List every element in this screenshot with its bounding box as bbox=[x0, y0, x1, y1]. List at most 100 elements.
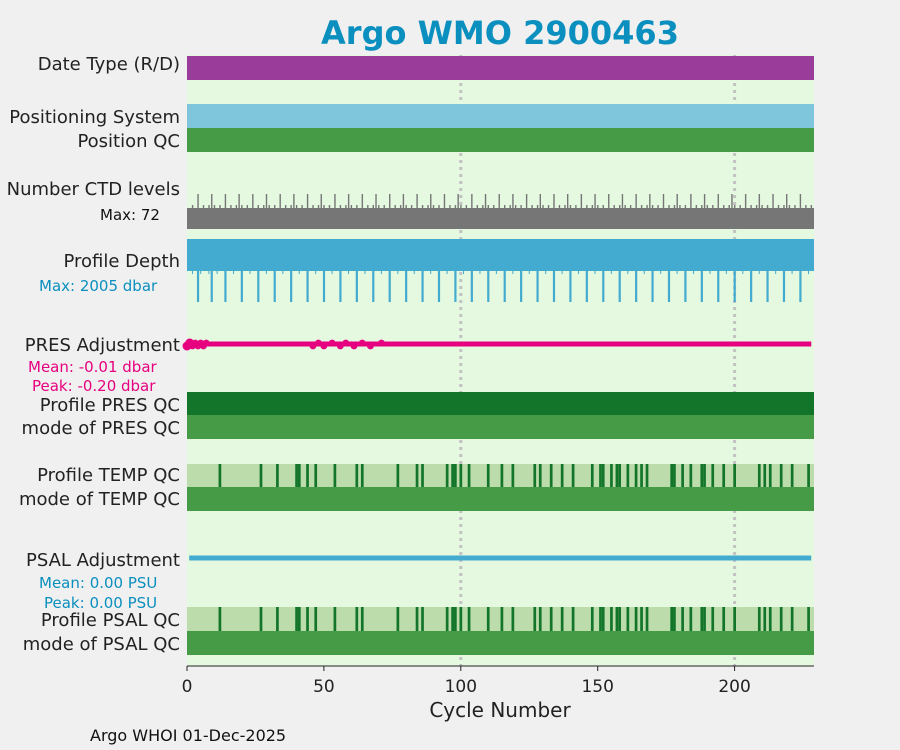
ctd-bar-216 bbox=[777, 205, 780, 208]
ctd-bar-172 bbox=[657, 205, 659, 208]
ctd-bar-158 bbox=[619, 205, 621, 208]
pres-adj-point-7 bbox=[202, 339, 210, 347]
label-psal-adjustment: PSAL Adjustment bbox=[26, 550, 180, 571]
temp-qc-flag-129 bbox=[538, 464, 542, 487]
ctd-bar-84 bbox=[416, 194, 418, 208]
ctd-bar-136 bbox=[558, 205, 561, 208]
psal-qc-flag-110 bbox=[486, 607, 490, 631]
temp-qc-flag-141 bbox=[571, 464, 575, 487]
temp-qc-flag-115 bbox=[500, 464, 504, 487]
depth-tick-188 bbox=[701, 271, 703, 274]
depth-tick-197 bbox=[725, 271, 727, 274]
ctd-bar-26 bbox=[257, 205, 259, 208]
depth-tick-104 bbox=[471, 271, 473, 274]
depth-tick-56 bbox=[339, 271, 341, 274]
ctd-bar-169 bbox=[649, 194, 651, 208]
band-profile-psal-qc bbox=[187, 607, 814, 631]
ctd-bar-92 bbox=[438, 205, 440, 208]
depth-tick-221 bbox=[791, 271, 793, 274]
ctd-bar-4 bbox=[197, 194, 199, 208]
depth-bar-140 bbox=[569, 271, 572, 302]
label-profile-pres-qc: Profile PRES QC bbox=[40, 395, 180, 416]
band-profile-pres-qc bbox=[187, 392, 814, 415]
temp-qc-flag-157 bbox=[615, 464, 619, 487]
depth-tick-83 bbox=[413, 271, 415, 274]
temp-qc-flag-188 bbox=[700, 464, 704, 487]
depth-bar-206 bbox=[750, 271, 753, 302]
ctd-bar-112 bbox=[493, 205, 495, 208]
depth-tick-35 bbox=[282, 271, 284, 274]
ctd-bar-120 bbox=[514, 205, 517, 208]
depth-bar-146 bbox=[585, 271, 588, 302]
ctd-bar-74 bbox=[389, 194, 391, 208]
ctd-bar-118 bbox=[509, 205, 511, 208]
depth-tick-191 bbox=[709, 271, 711, 274]
psal-qc-flag-181 bbox=[681, 607, 684, 631]
ctd-bar-34 bbox=[279, 194, 281, 208]
depth-tick-59 bbox=[348, 271, 350, 274]
psal-qc-flag-157 bbox=[615, 607, 619, 631]
depth-tick-158 bbox=[619, 271, 621, 274]
depth-bar-164 bbox=[635, 271, 638, 302]
psal-qc-flag-177 bbox=[670, 607, 674, 631]
depth-tick-224 bbox=[799, 271, 801, 274]
psal-qc-flag-12 bbox=[218, 607, 222, 631]
depth-bar-44 bbox=[306, 271, 309, 302]
depth-tick-29 bbox=[265, 271, 267, 274]
depth-bar-122 bbox=[520, 271, 523, 302]
depth-tick-101 bbox=[463, 271, 465, 274]
depth-tick-17 bbox=[233, 271, 235, 274]
depth-tick-215 bbox=[775, 271, 777, 274]
depth-bar-74 bbox=[388, 271, 391, 302]
psal-qc-flag-227 bbox=[807, 607, 810, 631]
psal-qc-flag-137 bbox=[560, 607, 564, 631]
depth-bar-50 bbox=[322, 271, 326, 302]
label-position-qc: Position QC bbox=[77, 131, 180, 152]
depth-bar-158 bbox=[618, 271, 621, 302]
ctd-bar-2 bbox=[191, 205, 194, 208]
ctd-bar-20 bbox=[241, 205, 243, 208]
depth-tick-173 bbox=[660, 271, 662, 274]
label-ctd-levels: Number CTD levels bbox=[7, 179, 180, 200]
ctd-bar-94 bbox=[443, 194, 446, 208]
temp-qc-flag-152 bbox=[601, 464, 605, 487]
depth-tick-53 bbox=[331, 271, 333, 274]
depth-bar-104 bbox=[470, 271, 473, 302]
depth-tick-62 bbox=[356, 271, 358, 274]
ctd-bar-68 bbox=[372, 205, 374, 208]
ctd-bar-44 bbox=[306, 194, 309, 208]
depth-max-text: Max: 2005 dbar bbox=[39, 277, 158, 295]
pres-adj-point-53 bbox=[328, 339, 336, 347]
temp-qc-flag-181 bbox=[681, 464, 684, 487]
ctd-bar-142 bbox=[575, 205, 577, 208]
ctd-bar-79 bbox=[402, 194, 405, 208]
ctd-bar-64 bbox=[361, 194, 364, 208]
depth-bar-200 bbox=[733, 271, 736, 302]
ctd-bar-10 bbox=[213, 205, 216, 208]
temp-qc-flag-177 bbox=[670, 464, 674, 487]
depth-tick-152 bbox=[602, 271, 604, 274]
ctd-bar-70 bbox=[378, 205, 380, 208]
ctd-bar-218 bbox=[783, 205, 785, 208]
psal-qc-flag-54 bbox=[333, 607, 337, 631]
ctd-bar-126 bbox=[531, 205, 533, 208]
temp-qc-flag-155 bbox=[610, 464, 613, 487]
band-profile-depth bbox=[187, 239, 814, 271]
band-date-type bbox=[187, 56, 814, 80]
psal-qc-flag-217 bbox=[779, 607, 783, 631]
label-positioning-system: Positioning System bbox=[9, 107, 180, 128]
ctd-bar-52 bbox=[328, 205, 331, 208]
ctd-bar-190 bbox=[706, 205, 709, 208]
label-mode-psal-qc: mode of PSAL QC bbox=[23, 634, 180, 655]
ctd-bar-228 bbox=[810, 205, 813, 208]
x-tick-label-0: 0 bbox=[182, 677, 193, 697]
ctd-bar-76 bbox=[394, 205, 396, 208]
temp-qc-flag-196 bbox=[722, 464, 726, 487]
ctd-bar-40 bbox=[295, 205, 298, 208]
row-labels: Date Type (R/D) Positioning System Posit… bbox=[7, 54, 180, 655]
temp-qc-flag-161 bbox=[626, 464, 630, 487]
depth-bar-38 bbox=[290, 271, 293, 302]
temp-qc-flag-110 bbox=[486, 464, 490, 487]
ctd-bar-192 bbox=[712, 205, 714, 208]
temp-qc-flag-41 bbox=[297, 464, 301, 487]
